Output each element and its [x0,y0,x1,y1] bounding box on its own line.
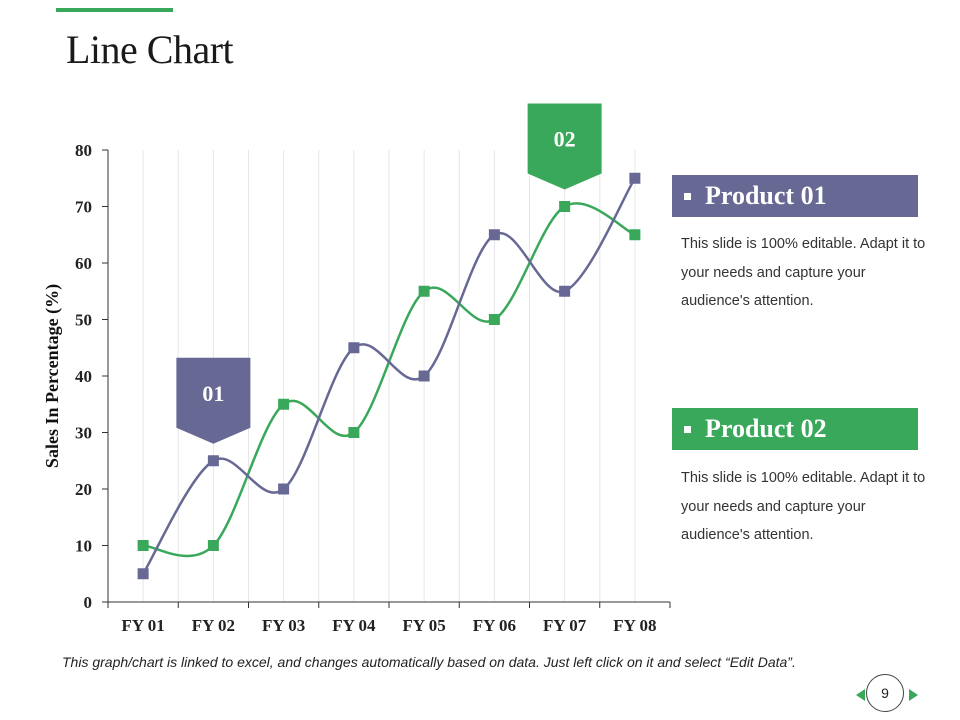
y-tick-label: 20 [75,480,92,499]
y-tick-label: 40 [75,367,92,386]
square-bullet-icon [684,192,691,200]
label-marker-01 [176,357,251,444]
y-axis-title: Sales In Percentage (%) [42,284,63,468]
y-tick-label: 10 [75,537,92,556]
slide-title: Line Chart [66,27,234,72]
data-point [278,398,290,410]
data-point [488,314,500,325]
data-point [488,229,500,241]
callout-description-product-02: This slide is 100% editable. Adapt it to… [681,470,926,543]
data-point [137,540,149,551]
series-line-product-02 [142,202,636,558]
data-point [629,229,641,241]
previous-arrow-icon[interactable] [856,689,865,701]
x-tick-label: FY 02 [192,616,235,635]
callout-heading-product-01: Product 01 [672,175,918,217]
square-bullet-icon [684,425,691,433]
data-point [137,568,149,580]
callout-heading-label: Product 01 [705,181,827,210]
data-point [418,285,430,297]
data-point [559,201,571,212]
series-line-product-01 [142,177,636,575]
data-point [348,427,360,438]
callout-description-product-01: This slide is 100% editable. Adapt it to… [681,236,926,309]
x-tick-label: FY 03 [262,616,305,635]
callout-heading-product-02: Product 02 [672,408,918,450]
label-marker-text: 01 [202,381,224,406]
x-tick-label: FY 06 [473,616,516,635]
y-tick-label: 70 [75,198,92,217]
data-point [559,285,571,297]
data-point [207,540,219,551]
x-tick-label: FY 08 [613,616,656,635]
x-tick-label: FY 04 [332,616,376,635]
y-tick-label: 80 [75,141,92,160]
callout-heading-label: Product 02 [705,414,827,443]
data-point [207,455,219,467]
data-point [348,342,360,354]
title-accent-bar [56,8,173,12]
y-tick-label: 30 [75,424,92,443]
page-number: 9 [866,674,904,712]
data-point [418,370,430,382]
y-tick-label: 0 [84,593,93,612]
label-marker-text: 02 [554,127,576,152]
next-arrow-icon[interactable] [909,689,918,701]
x-tick-label: FY 05 [402,616,445,635]
data-point [629,172,641,184]
label-marker-02 [527,103,602,190]
data-point [278,483,290,495]
y-tick-label: 60 [75,254,92,273]
footnote: This graph/chart is linked to excel, and… [62,654,796,670]
x-tick-label: FY 07 [543,616,587,635]
y-tick-label: 50 [75,311,92,330]
x-tick-label: FY 01 [121,616,164,635]
page-navigation: 9 [856,674,920,714]
